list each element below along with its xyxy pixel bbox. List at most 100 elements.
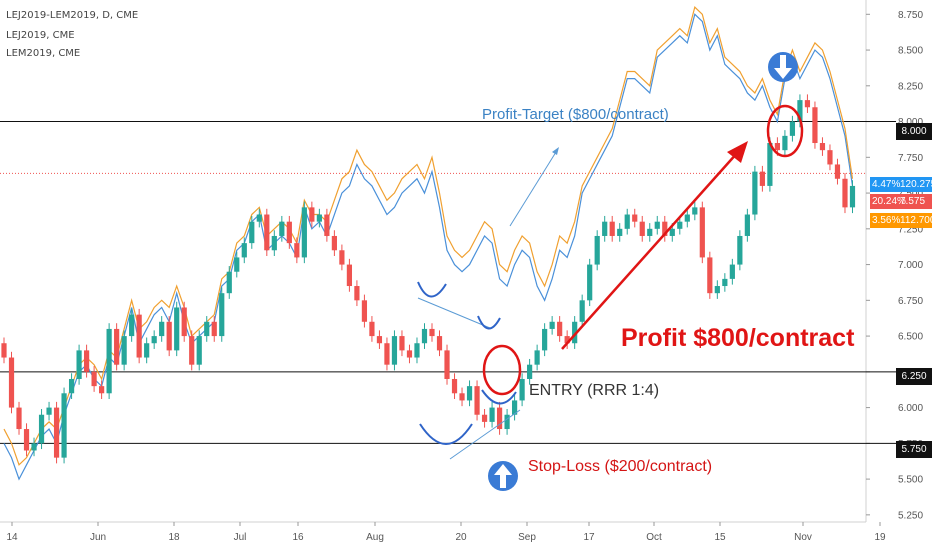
x-tick-label: 17 [583, 532, 595, 543]
candle-body [729, 264, 735, 279]
candle-body [534, 350, 540, 365]
candle-body [722, 278, 728, 287]
candle-body [91, 371, 97, 387]
candle-body [249, 221, 255, 244]
legend-leg2: LEM2019, CME [6, 48, 81, 59]
candle-body [324, 214, 330, 236]
badge-spread-price: 20.24% 7.575 [870, 194, 932, 209]
smile-arc-2 [477, 315, 501, 330]
candle-body [489, 407, 495, 422]
candle-body [99, 386, 105, 394]
chart-title-legend: LEJ2019-LEM2019, D, CME [6, 10, 139, 21]
x-tick-label: Oct [646, 532, 662, 543]
candle-body [429, 328, 435, 337]
candle-body [662, 221, 668, 236]
candle-body [654, 221, 660, 229]
candle-body [744, 214, 750, 236]
candle-body [444, 350, 450, 379]
candle-body [1, 343, 7, 358]
candle-body [819, 143, 826, 151]
candle-body [159, 321, 165, 337]
smile-arc-4 [481, 389, 517, 405]
level-label-target: 8.000 [896, 123, 932, 140]
down-arrow-icon-glyph [774, 55, 792, 79]
candle-body [106, 328, 112, 394]
candle-body [827, 150, 833, 165]
target-arrow-line [509, 151, 557, 227]
trend-line-bottom [449, 409, 521, 460]
badge-leg2-value: 112.700 [900, 215, 932, 226]
candle-body [632, 214, 638, 222]
candle-body [219, 293, 225, 337]
candle-body [737, 235, 743, 265]
level-label-stop: 5.750 [896, 441, 932, 458]
candle-body [669, 228, 675, 236]
annotation-stop-loss: Stop-Loss ($200/contract) [528, 458, 713, 475]
up-arrow-icon-glyph [494, 464, 512, 488]
candle-body [692, 207, 698, 215]
smile-arc-3 [419, 423, 473, 445]
candle-body [114, 328, 120, 365]
candle-body [421, 328, 428, 344]
candle-body [204, 321, 210, 337]
candle-body [346, 264, 353, 287]
candle-body [789, 121, 796, 136]
candle-body [354, 286, 360, 301]
candle-body [752, 171, 758, 215]
candle-body [466, 386, 473, 401]
candle-body [677, 221, 683, 229]
candle-body [436, 336, 443, 351]
candle-body [511, 400, 518, 415]
badge-leg1-price: 4.47% 120.275 [870, 177, 932, 192]
candle-body [151, 336, 157, 344]
x-tick-label: 15 [714, 532, 726, 543]
candle-body [61, 393, 67, 458]
candle-body [474, 386, 480, 415]
y-tick-label: 6.500 [898, 332, 923, 343]
candle-body [759, 171, 765, 186]
x-tick-label: 20 [455, 532, 467, 543]
candle-body [31, 443, 37, 451]
candle-body [564, 336, 570, 344]
candle-body [129, 314, 135, 337]
candle-body [572, 321, 578, 344]
y-tick-label: 7.750 [898, 153, 923, 164]
candle-body [602, 221, 608, 236]
candle-body [384, 343, 390, 365]
candle-body [53, 407, 60, 458]
y-tick-label: 8.000 [898, 117, 923, 128]
candle-body [647, 228, 653, 236]
candle-body [451, 378, 458, 394]
x-tick-label: Sep [518, 532, 536, 543]
series-leg2-line [3, 6, 854, 466]
x-tick-label: Aug [366, 532, 384, 543]
y-tick-label: 6.000 [898, 403, 923, 414]
annotation-profit-target: Profit-Target ($800/contract) [482, 106, 669, 123]
candle-body [767, 143, 773, 186]
candle-body [38, 414, 45, 444]
candle-body [406, 350, 413, 358]
candle-body [369, 321, 375, 337]
candle-body [609, 221, 615, 236]
candle-body [241, 243, 247, 258]
price-axis-bg [866, 0, 932, 550]
candle-body [144, 343, 150, 358]
x-tick-label: Jul [234, 532, 247, 543]
legend-leg1: LEJ2019, CME [6, 30, 75, 41]
candle-body [496, 407, 503, 430]
candle-body [83, 350, 90, 372]
candle-body [639, 221, 645, 236]
y-tick-label: 5.250 [898, 510, 923, 521]
y-tick-label: 8.500 [898, 46, 923, 57]
badge-leg2-pct: 3.56% [872, 215, 901, 226]
candle-body [331, 235, 337, 251]
candle-body [211, 321, 217, 337]
level-label-entry: 6.250 [896, 368, 932, 385]
badge-spread-value: 7.575 [900, 196, 926, 207]
y-tick-label: 7.250 [898, 224, 923, 235]
candle-body [181, 307, 187, 337]
candle-body [309, 207, 315, 222]
smile-arc-1 [417, 281, 447, 298]
y-tick-label: 7.000 [898, 260, 923, 271]
candle-body [189, 336, 195, 365]
